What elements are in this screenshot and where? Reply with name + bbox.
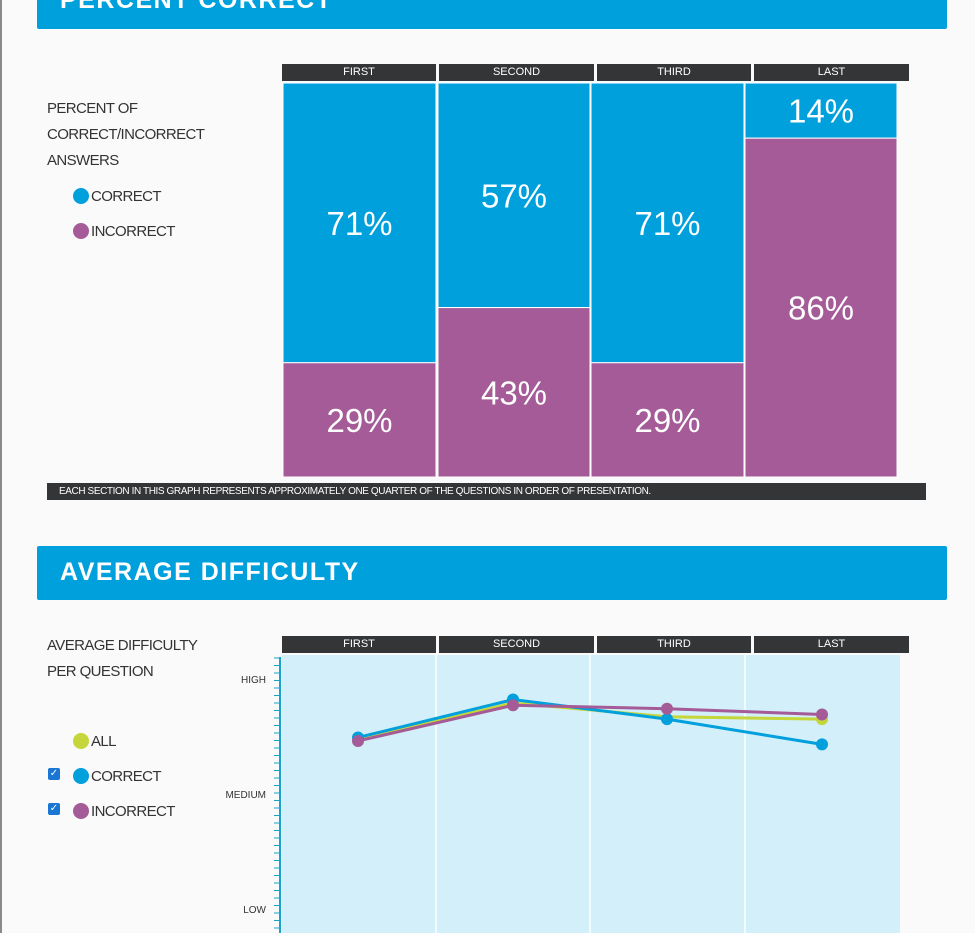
quarter-header-last: LAST [754, 64, 909, 81]
bar-label-correct-last: 14% [788, 93, 854, 130]
correct-dot-icon [73, 768, 89, 784]
legend-all: ALL [73, 731, 116, 751]
legend-all-label: ALL [91, 732, 116, 750]
legend-correct-label: CORRECT [91, 187, 162, 205]
correct-dot-icon [73, 188, 89, 204]
bar-correct-second [437, 82, 591, 309]
average-difficulty-banner: AVERAGE DIFFICULTY [37, 546, 947, 600]
bar-incorrect-first [282, 362, 437, 478]
bar-label-incorrect-third: 29% [634, 402, 700, 439]
incorrect-checkbox[interactable]: ✓ [48, 803, 60, 815]
legend-incorrect: INCORRECT [73, 221, 175, 241]
quarter-header-third: THIRD [597, 636, 751, 653]
bar-label-incorrect-first: 29% [326, 402, 392, 439]
bar-incorrect-last [744, 137, 898, 478]
percent-side-title: PERCENT OF CORRECT/INCORRECT ANSWERS [47, 100, 205, 169]
legend-diff-correct: CORRECT [73, 766, 162, 786]
quarter-header-first: FIRST [282, 636, 436, 653]
quarter-header-second: SECOND [439, 64, 594, 81]
bar-label-correct-second: 57% [481, 177, 547, 214]
legend-incorrect-label: INCORRECT [91, 222, 175, 240]
quarter-header-third: THIRD [597, 64, 751, 81]
quarter-header-first: FIRST [282, 64, 436, 81]
correct-checkbox[interactable]: ✓ [48, 768, 60, 780]
legend-diff-correct-label: CORRECT [91, 767, 162, 785]
all-dot-icon [73, 733, 89, 749]
left-border [0, 0, 2, 933]
legend-correct: CORRECT [73, 186, 162, 206]
incorrect-dot-icon [73, 223, 89, 239]
bar-correct-first [282, 82, 437, 364]
footnote: EACH SECTION IN THIS GRAPH REPRESENTS AP… [47, 483, 926, 500]
bar-incorrect-second [437, 307, 591, 478]
incorrect-dot-icon [73, 803, 89, 819]
quarter-header-last: LAST [754, 636, 909, 653]
legend-diff-incorrect-label: INCORRECT [91, 802, 175, 820]
bar-label-correct-first: 71% [326, 205, 392, 242]
quarter-header-second: SECOND [439, 636, 594, 653]
bar-correct-third [590, 82, 745, 364]
bar-label-incorrect-second: 43% [481, 374, 547, 411]
percent-correct-banner: PERCENT CORRECT [37, 0, 947, 29]
legend-diff-incorrect: INCORRECT [73, 801, 175, 821]
bar-label-correct-third: 71% [634, 205, 700, 242]
bar-incorrect-third [590, 362, 745, 478]
bar-label-incorrect-last: 86% [788, 290, 854, 327]
difficulty-side-title: AVERAGE DIFFICULTY PER QUESTION [47, 637, 198, 680]
